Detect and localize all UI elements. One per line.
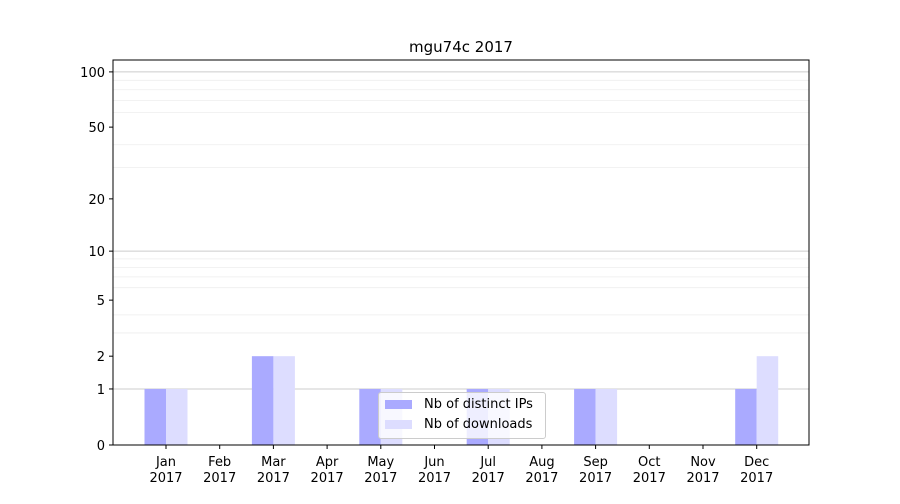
x-tick-label: 2017 <box>472 471 505 486</box>
x-tick-label: Oct <box>638 455 660 470</box>
x-tick-label: 2017 <box>257 471 290 486</box>
legend-swatch <box>385 420 412 429</box>
bar <box>574 388 596 445</box>
y-tick-label: 10 <box>88 245 105 260</box>
legend: Nb of distinct IPs Nb of downloads <box>378 392 546 439</box>
x-tick-label: Jul <box>479 455 496 470</box>
x-tick-label: Apr <box>316 455 339 470</box>
bar <box>359 388 381 445</box>
y-tick-label: 5 <box>97 294 105 309</box>
x-tick-label: Jun <box>423 455 444 470</box>
bar <box>144 388 166 445</box>
x-tick-label: Jan <box>155 455 176 470</box>
x-tick-label: Aug <box>529 455 554 470</box>
x-tick-label: Feb <box>208 455 231 470</box>
x-tick-label: 2017 <box>364 471 397 486</box>
bar <box>273 356 295 445</box>
bar <box>595 388 618 445</box>
y-tick-label: 0 <box>97 439 105 454</box>
legend-label: Nb of downloads <box>424 417 533 432</box>
y-tick-label: 20 <box>88 193 105 208</box>
y-tick-label: 1 <box>97 383 105 398</box>
x-tick-label: Mar <box>261 455 286 470</box>
y-tick-label: 100 <box>80 66 105 81</box>
x-tick-label: 2017 <box>203 471 236 486</box>
chart-title: mgu74c 2017 <box>409 38 513 56</box>
x-tick-label: Dec <box>744 455 769 470</box>
x-tick-label: 2017 <box>740 471 773 486</box>
x-tick-label: 2017 <box>579 471 612 486</box>
legend-swatch <box>385 400 412 409</box>
bar <box>735 388 757 445</box>
x-tick-label: May <box>367 455 394 470</box>
x-tick-label: 2017 <box>633 471 666 486</box>
x-tick-label: 2017 <box>686 471 719 486</box>
bar <box>251 356 274 445</box>
x-tick-label: Sep <box>583 455 608 470</box>
x-tick-label: 2017 <box>525 471 558 486</box>
y-tick-label: 50 <box>88 121 105 136</box>
legend-item-ips: Nb of distinct IPs <box>385 397 533 412</box>
legend-item-downloads: Nb of downloads <box>385 417 532 432</box>
x-tick-label: 2017 <box>149 471 182 486</box>
plot-frame <box>112 59 810 446</box>
x-tick-label: Nov <box>690 455 716 470</box>
legend-label: Nb of distinct IPs <box>424 397 533 412</box>
x-tick-label: 2017 <box>311 471 344 486</box>
y-tick-label: 2 <box>97 350 105 365</box>
bar <box>166 388 188 445</box>
x-tick-label: 2017 <box>418 471 451 486</box>
bar <box>756 356 779 445</box>
